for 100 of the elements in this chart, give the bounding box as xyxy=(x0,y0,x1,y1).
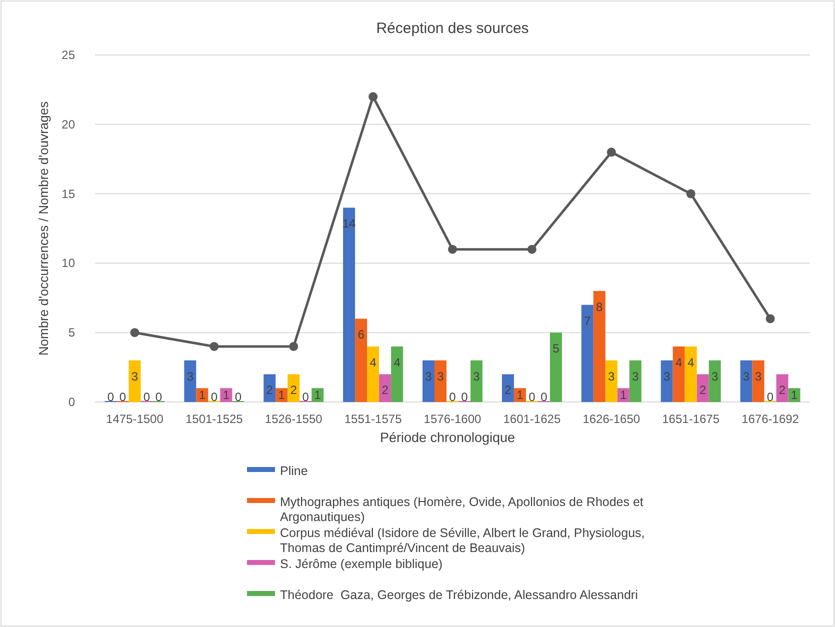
data-label: 3 xyxy=(754,369,762,384)
bar xyxy=(776,374,788,402)
point xyxy=(368,92,378,102)
data-label: 2 xyxy=(778,383,786,398)
data-label: 0 xyxy=(461,390,468,404)
data-label: 3 xyxy=(473,369,480,384)
bar xyxy=(379,374,392,402)
data-label: 0 xyxy=(210,390,218,404)
data-label: 3 xyxy=(186,369,194,384)
data-label: 1 xyxy=(516,388,524,402)
bar xyxy=(422,360,434,402)
y-tick-label: 20 xyxy=(62,117,76,132)
x-tick-label: 1576-1600 xyxy=(424,412,482,426)
data-label: 4 xyxy=(370,355,377,370)
data-label: 3 xyxy=(608,369,616,384)
legend-label: Théodore Gaza, Georges de Trébizonde, Alessandro Alessandri xyxy=(280,588,638,602)
data-label: 0 xyxy=(119,390,126,404)
x-tick-label: 1526-1550 xyxy=(264,412,323,426)
point xyxy=(606,148,616,157)
data-label: 3 xyxy=(425,369,432,384)
y-tick-label: 10 xyxy=(62,256,76,270)
legend-label: S. Jérôme (exemple biblique) xyxy=(280,557,443,571)
data-label: 5 xyxy=(552,342,560,356)
data-label: 1 xyxy=(620,388,628,402)
bar xyxy=(367,346,380,402)
data-label: 3 xyxy=(742,369,750,384)
bar xyxy=(288,374,300,402)
data-label: 4 xyxy=(394,355,401,370)
data-label: 1 xyxy=(222,388,230,402)
y-tick-label: 15 xyxy=(62,186,76,201)
data-label: 3 xyxy=(131,369,138,384)
data-label: 3 xyxy=(711,369,718,384)
data-label: 2 xyxy=(699,383,706,398)
y-axis-title: Nombre d'occurrences / Nombre d'ouvrages xyxy=(36,100,51,356)
point xyxy=(130,328,140,338)
chart-title: Réception des sources xyxy=(376,20,529,37)
bar xyxy=(184,360,196,402)
point xyxy=(210,342,219,351)
data-label: 8 xyxy=(596,300,604,314)
point xyxy=(448,244,457,254)
data-label: 7 xyxy=(584,314,592,328)
data-label: 2 xyxy=(290,383,298,398)
x-tick-label: 1501-1525 xyxy=(185,412,244,426)
bar xyxy=(264,374,276,402)
data-label: 3 xyxy=(437,369,444,384)
bar xyxy=(593,290,606,402)
data-label: 2 xyxy=(504,383,512,398)
bar xyxy=(550,332,562,402)
bar xyxy=(672,346,685,402)
data-label: 2 xyxy=(266,383,274,398)
bar xyxy=(391,346,404,402)
bar xyxy=(684,346,697,402)
point xyxy=(766,314,775,324)
data-label: 1 xyxy=(198,388,206,402)
data-label: 4 xyxy=(675,355,682,370)
data-label: 3 xyxy=(632,369,640,384)
data-label: 0 xyxy=(155,390,162,404)
bar xyxy=(502,374,514,402)
data-label: 2 xyxy=(382,383,389,398)
legend-label: Pline xyxy=(280,464,308,478)
x-tick-label: 1626-1650 xyxy=(582,412,640,426)
data-label: 0 xyxy=(302,390,310,404)
data-label: 0 xyxy=(107,390,114,404)
data-label: 6 xyxy=(358,328,365,342)
y-tick-label: 0 xyxy=(68,395,76,409)
data-label: 0 xyxy=(143,390,150,404)
data-label: 1 xyxy=(314,388,322,402)
legend-label: Corpus médiéval (Isidore de Séville, Albert le Grand, Physiologus, Thomas de Cantimpré/Vincent de Beauvais) xyxy=(280,526,645,555)
point xyxy=(289,342,298,351)
x-tick-label: 1651-1675 xyxy=(662,412,720,426)
data-label: 0 xyxy=(540,390,548,404)
bar xyxy=(740,360,752,402)
x-axis-title: Période chronologique xyxy=(380,430,516,445)
point xyxy=(527,244,536,254)
data-label: 0 xyxy=(449,390,456,404)
bar xyxy=(708,360,721,402)
x-tick-label: 1551-1575 xyxy=(344,412,402,426)
point xyxy=(686,189,696,198)
x-tick-label: 1601-1625 xyxy=(503,412,561,426)
bar xyxy=(470,360,482,402)
bar xyxy=(696,374,709,402)
x-tick-label: 1676-1692 xyxy=(742,412,800,426)
data-label: 4 xyxy=(687,355,694,370)
data-label: 1 xyxy=(790,388,798,402)
data-label: 1 xyxy=(278,388,286,402)
legend-label: Mythographes antiques (Homère, Ovide, Apollonios de Rhodes et Argonautiques) xyxy=(280,495,644,524)
bar xyxy=(128,360,141,402)
bar xyxy=(434,360,446,402)
data-label: 0 xyxy=(766,390,774,404)
bar xyxy=(629,360,642,402)
bar xyxy=(343,208,356,402)
bar xyxy=(660,360,673,402)
bar xyxy=(752,360,764,402)
bar xyxy=(605,360,618,402)
bar xyxy=(581,304,594,402)
y-tick-label: 25 xyxy=(62,48,76,62)
bar xyxy=(355,318,368,402)
x-tick-label: 1475-1500 xyxy=(106,412,164,426)
data-label: 0 xyxy=(528,390,536,404)
data-label: 0 xyxy=(234,390,242,404)
